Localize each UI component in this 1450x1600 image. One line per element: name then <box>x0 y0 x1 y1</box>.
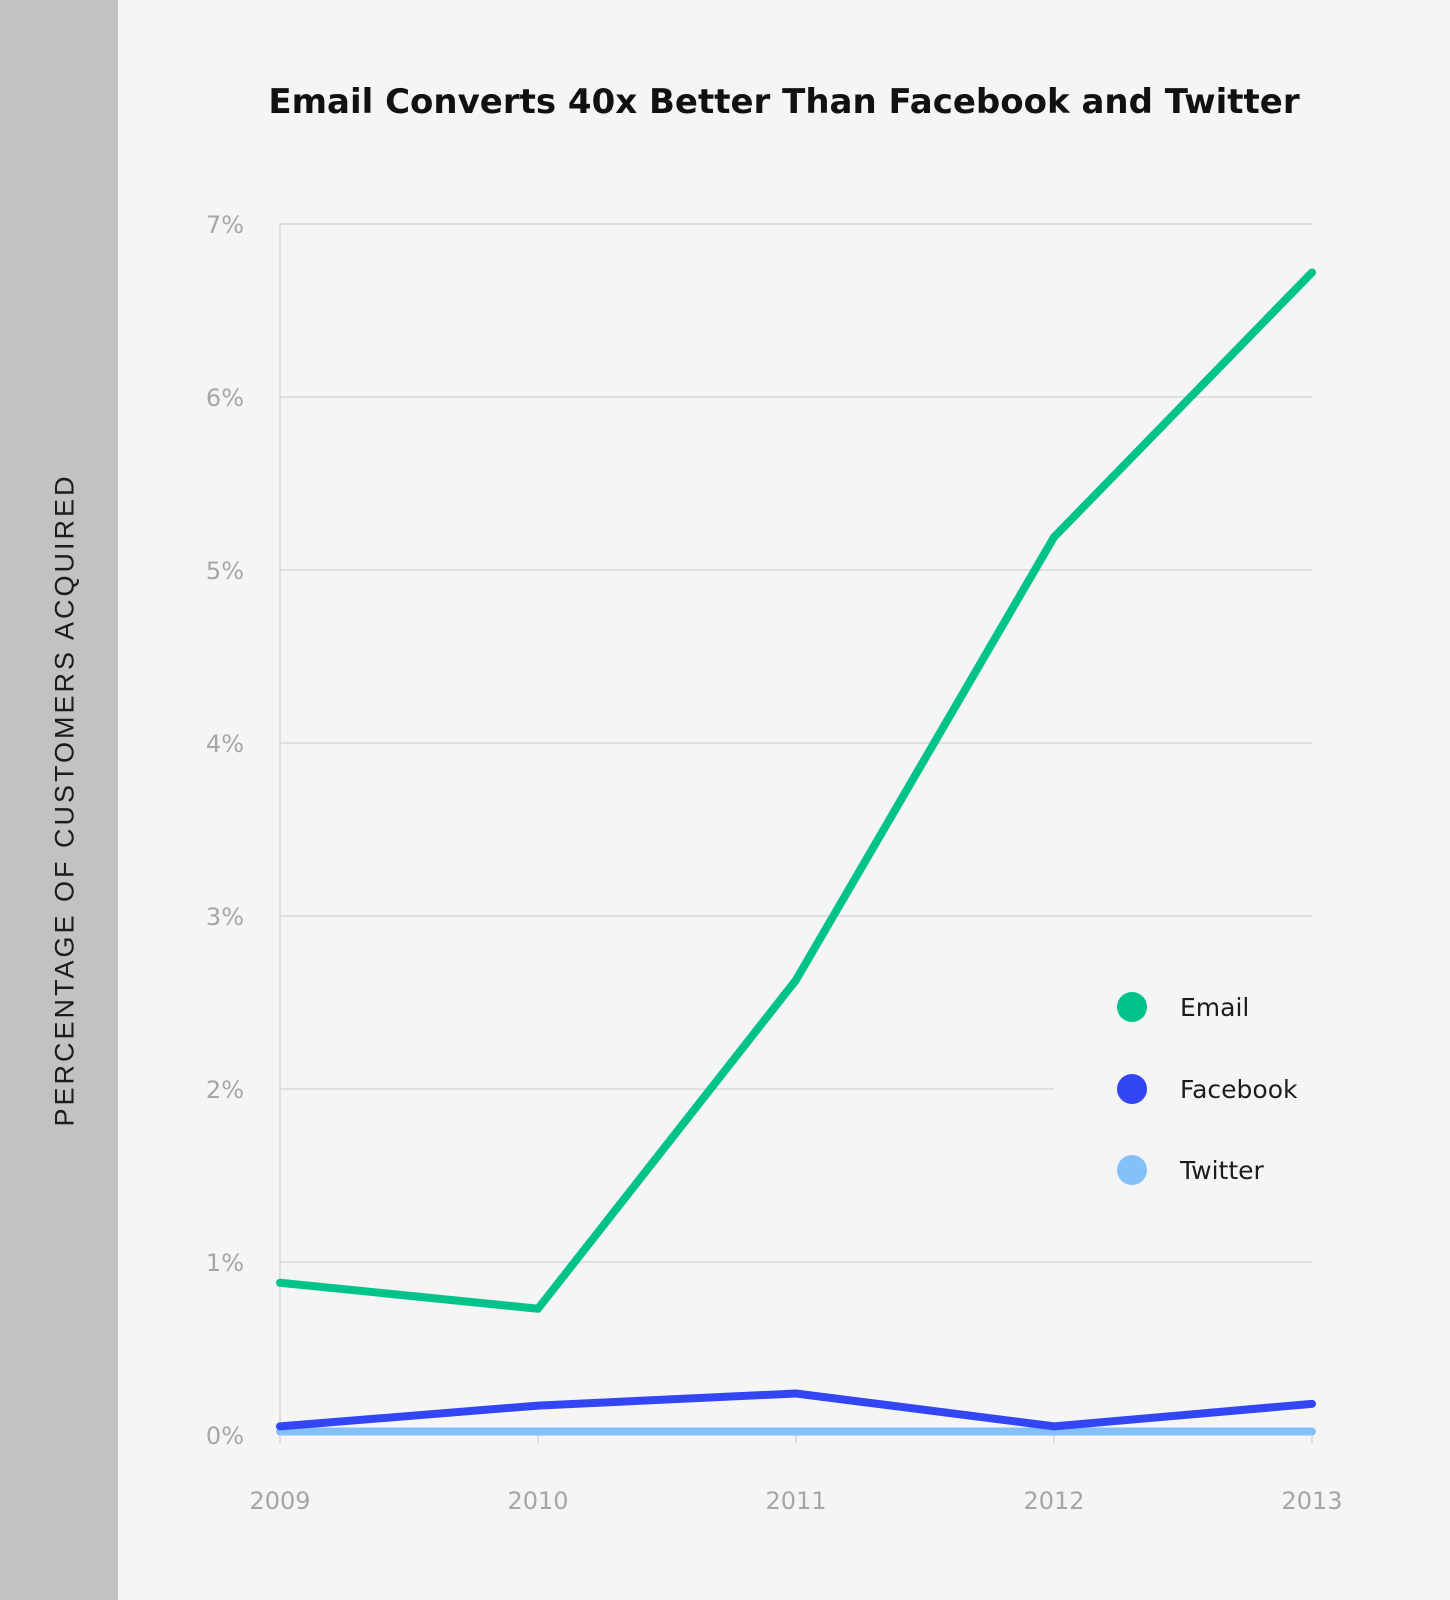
y-tick-label: 1% <box>206 1249 244 1277</box>
legend-marker-email <box>1117 992 1147 1022</box>
legend-label-facebook: Facebook <box>1180 1075 1298 1104</box>
y-tick-labels: 0% 1% 2% 3% 4% 5% 6% 7% <box>206 211 244 1450</box>
x-tick-label: 2012 <box>1023 1487 1084 1515</box>
x-tick-label: 2013 <box>1281 1487 1342 1515</box>
legend-label-twitter: Twitter <box>1179 1156 1265 1185</box>
series-layer <box>276 268 1316 1436</box>
x-tick-label: 2011 <box>765 1487 826 1515</box>
x-tick-labels: 2009 2010 2011 2012 2013 <box>249 1487 1342 1515</box>
y-tick-label: 6% <box>206 384 244 412</box>
sidebar-band <box>0 0 118 1600</box>
chart-title: Email Converts 40x Better Than Facebook … <box>268 82 1300 122</box>
y-tick-label: 0% <box>206 1422 244 1450</box>
grid-layer <box>279 223 1313 1443</box>
y-tick-label: 5% <box>206 557 244 585</box>
y-tick-label: 3% <box>206 903 244 931</box>
y-tick-label: 4% <box>206 730 244 758</box>
legend: Email Facebook Twitter <box>1117 992 1298 1185</box>
legend-label-email: Email <box>1180 993 1249 1022</box>
x-tick-label: 2009 <box>249 1487 310 1515</box>
y-tick-label: 7% <box>206 211 244 239</box>
series-line-email <box>276 268 1316 1313</box>
x-tick-label: 2010 <box>507 1487 568 1515</box>
series-line-facebook <box>276 1389 1316 1431</box>
y-tick-label: 2% <box>206 1076 244 1104</box>
legend-marker-twitter <box>1117 1155 1147 1185</box>
legend-marker-facebook <box>1117 1074 1147 1104</box>
